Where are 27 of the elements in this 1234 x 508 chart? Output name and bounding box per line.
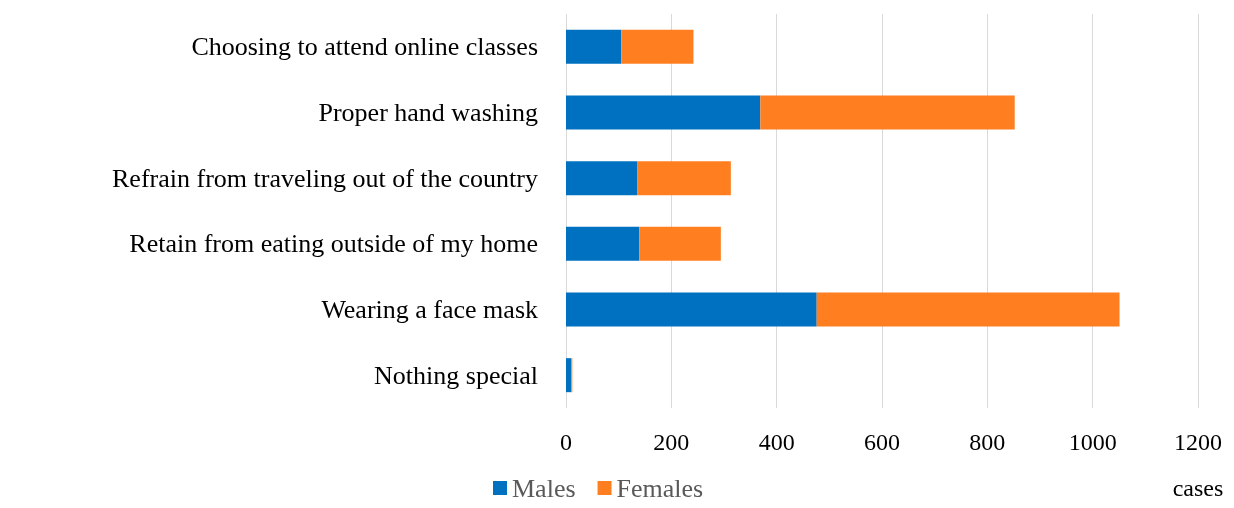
bar: [639, 226, 721, 261]
y-tick-label: Choosing to attend online classes: [191, 32, 538, 62]
y-tick-label: Proper hand washing: [318, 98, 538, 127]
y-tick-label: Nothing special: [374, 360, 538, 390]
x-tick-label: 1000: [1068, 429, 1117, 455]
bar: [637, 161, 731, 196]
y-tick-label: Retain from eating outside of my home: [129, 229, 538, 259]
x-tick-label: 200: [653, 429, 690, 455]
bar: [566, 292, 817, 327]
x-tick-label: 400: [758, 429, 795, 455]
bar: [566, 29, 622, 64]
bar: [760, 95, 1015, 130]
legend-label: Males: [512, 473, 576, 503]
bar: [566, 95, 761, 130]
x-tick-label: 600: [864, 429, 900, 455]
x-tick-label: 800: [969, 429, 1006, 455]
x-tick-label: 0: [560, 429, 572, 455]
bar: [566, 226, 640, 261]
x-tick-label: 1200: [1174, 429, 1222, 455]
y-tick-label: Refrain from traveling out of the country: [112, 163, 538, 193]
legend-label: Females: [616, 473, 704, 503]
x-axis-title: cases: [1172, 475, 1224, 501]
bar: [566, 161, 638, 196]
y-tick-label: Wearing a face mask: [321, 295, 538, 324]
bar: [566, 358, 572, 393]
bar: [816, 292, 1120, 327]
bar: [621, 29, 694, 64]
